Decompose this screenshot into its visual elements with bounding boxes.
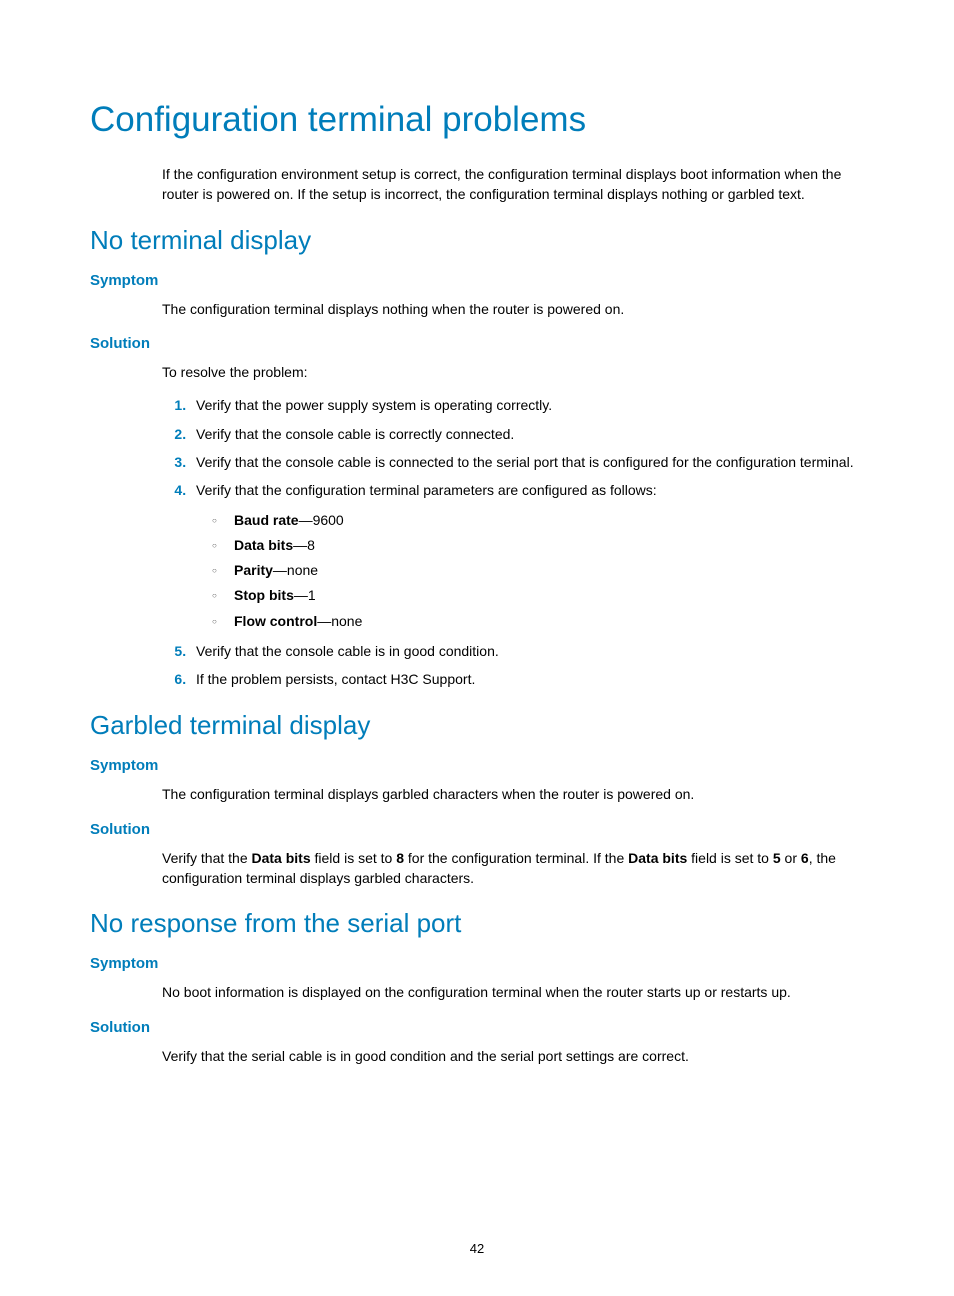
step-item: Verify that the console cable is correct… <box>190 423 864 445</box>
param-label: Data bits <box>234 537 293 553</box>
param-item: Flow control—none <box>212 609 864 634</box>
solution-steps-list: Verify that the power supply system is o… <box>162 394 864 690</box>
symptom-heading: Symptom <box>90 272 864 289</box>
bold-fragment: 8 <box>396 850 404 866</box>
solution-text: Verify that the serial cable is in good … <box>162 1046 864 1066</box>
bold-fragment: 6 <box>801 850 809 866</box>
page-title: Configuration terminal problems <box>90 100 864 140</box>
text-fragment: Verify that the <box>162 850 252 866</box>
text-fragment: for the configuration terminal. If the <box>404 850 628 866</box>
param-item: Parity—none <box>212 558 864 583</box>
section-heading-garbled: Garbled terminal display <box>90 710 864 741</box>
param-value: 1 <box>308 587 316 603</box>
param-value: none <box>331 613 362 629</box>
text-fragment: field is set to <box>687 850 773 866</box>
step-text: Verify that the configuration terminal p… <box>196 482 657 498</box>
symptom-text: The configuration terminal displays garb… <box>162 784 864 804</box>
param-item: Data bits—8 <box>212 533 864 558</box>
step-item: Verify that the power supply system is o… <box>190 394 864 416</box>
param-label: Flow control <box>234 613 317 629</box>
symptom-text: The configuration terminal displays noth… <box>162 299 864 319</box>
page-container: Configuration terminal problems If the c… <box>0 0 954 1296</box>
parameter-list: Baud rate—9600 Data bits—8 Parity—none S… <box>212 508 864 634</box>
param-label: Baud rate <box>234 512 299 528</box>
symptom-heading: Symptom <box>90 757 864 774</box>
bold-fragment: Data bits <box>628 850 687 866</box>
param-value: 8 <box>307 537 315 553</box>
page-number: 42 <box>0 1241 954 1256</box>
step-item: Verify that the console cable is in good… <box>190 640 864 662</box>
solution-heading: Solution <box>90 1019 864 1036</box>
step-item: Verify that the console cable is connect… <box>190 451 864 473</box>
param-label: Parity <box>234 562 273 578</box>
text-fragment: field is set to <box>311 850 397 866</box>
param-value: none <box>287 562 318 578</box>
section-heading-no-display: No terminal display <box>90 225 864 256</box>
intro-paragraph: If the configuration environment setup i… <box>162 164 864 205</box>
bold-fragment: 5 <box>773 850 781 866</box>
section-heading-no-response: No response from the serial port <box>90 908 864 939</box>
text-fragment: or <box>781 850 801 866</box>
param-label: Stop bits <box>234 587 294 603</box>
symptom-text: No boot information is displayed on the … <box>162 982 864 1002</box>
solution-heading: Solution <box>90 335 864 352</box>
solution-heading: Solution <box>90 821 864 838</box>
solution-text: Verify that the Data bits field is set t… <box>162 848 864 889</box>
symptom-heading: Symptom <box>90 955 864 972</box>
param-value: 9600 <box>313 512 344 528</box>
solution-intro: To resolve the problem: <box>162 362 864 382</box>
bold-fragment: Data bits <box>252 850 311 866</box>
param-item: Stop bits—1 <box>212 583 864 608</box>
step-item: If the problem persists, contact H3C Sup… <box>190 668 864 690</box>
param-item: Baud rate—9600 <box>212 508 864 533</box>
step-item: Verify that the configuration terminal p… <box>190 479 864 633</box>
